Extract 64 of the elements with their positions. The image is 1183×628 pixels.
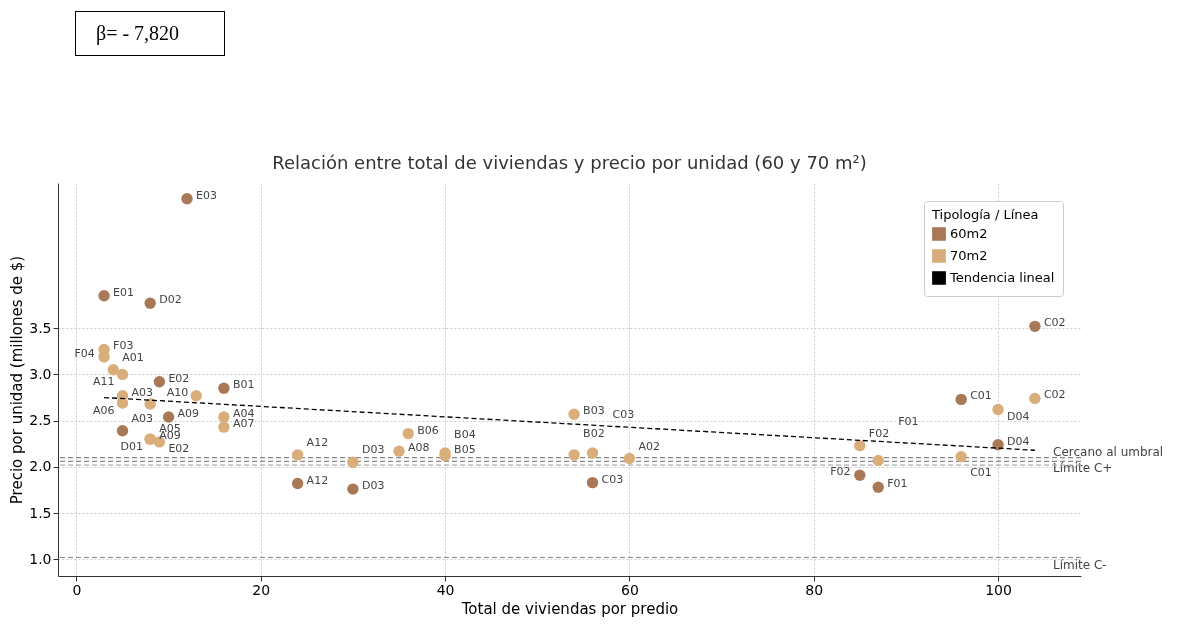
data-label: F04 xyxy=(74,346,95,360)
data-label: A03 xyxy=(131,385,154,399)
text: β= - 7,820 xyxy=(75,11,225,56)
ref-line-label: Cercano al umbral xyxy=(1053,444,1164,459)
data-label: A12 xyxy=(306,435,329,449)
data-label: A08 xyxy=(408,441,430,455)
legend-title: Tipología / Línea xyxy=(931,207,1039,222)
data-label: E02 xyxy=(168,441,190,455)
x-tick-label: 0 xyxy=(72,581,82,598)
y-tick-label: 3.0 xyxy=(29,365,52,382)
data-label: F01 xyxy=(887,477,908,491)
data-label: C02 xyxy=(1043,316,1066,330)
data-label: C03 xyxy=(601,472,624,486)
x-tick-label: 100 xyxy=(985,581,1012,598)
x-tick-label: 40 xyxy=(436,581,455,598)
data-label: F03 xyxy=(113,339,134,353)
y-axis-title: Precio por unidad (millones de $) xyxy=(8,255,27,505)
x-tick-label: 60 xyxy=(620,581,639,598)
data-label: B03 xyxy=(583,404,605,418)
data-label: B04 xyxy=(454,427,476,441)
data-label: E01 xyxy=(113,285,135,299)
data-label: D03 xyxy=(361,443,385,457)
data-label: D04 xyxy=(1007,434,1030,448)
data-label: B06 xyxy=(417,423,439,437)
data-label: A12 xyxy=(306,473,329,487)
ref-line-label: Límite C+ xyxy=(1053,461,1113,476)
data-label: C01 xyxy=(970,465,992,479)
data-label: D04 xyxy=(1007,409,1030,423)
data-label: C03 xyxy=(612,408,635,422)
x-tick-label: 80 xyxy=(805,581,824,598)
data-label: F02 xyxy=(830,465,851,479)
y-tick-label: 1.0 xyxy=(29,550,52,567)
data-label: F01 xyxy=(898,415,919,429)
data-label: B05 xyxy=(454,443,476,457)
data-label: A02 xyxy=(638,439,660,453)
ref-line-label: Límite C- xyxy=(1053,557,1107,572)
y-tick-label: 1.5 xyxy=(29,504,52,521)
legend-label: 70m2 xyxy=(950,248,988,263)
data-label: C02 xyxy=(1043,388,1066,402)
legend-label: 60m2 xyxy=(950,226,988,241)
y-tick-label: 2.5 xyxy=(29,412,52,429)
data-label: A04 xyxy=(232,406,255,420)
data-label: A09 xyxy=(177,406,200,420)
data-label: F02 xyxy=(868,426,890,440)
data-label: D03 xyxy=(361,479,385,493)
data-label: B01 xyxy=(232,378,255,392)
x-axis-title: Total de viviendas por predio xyxy=(460,599,679,618)
x-tick-label: 20 xyxy=(252,581,271,598)
data-label: D02 xyxy=(159,293,182,307)
y-tick-label: 3.5 xyxy=(29,319,52,336)
chart-title: Relación entre total de viviendas y precio por unidad (60 y 70 m²) xyxy=(272,152,867,173)
y-tick-label: 2.0 xyxy=(29,458,52,475)
data-label: A03 xyxy=(131,411,154,425)
data-label: B02 xyxy=(583,426,605,440)
data-label: D01 xyxy=(120,440,144,454)
data-label: A07 xyxy=(232,417,255,431)
data-label: E02 xyxy=(168,371,190,385)
data-label: A01 xyxy=(122,350,144,364)
legend-label: Tendencia lineal xyxy=(949,270,1055,285)
data-label: E03 xyxy=(196,188,217,202)
data-label: A11 xyxy=(92,375,115,389)
data-label: A10 xyxy=(166,385,189,399)
data-label: C01 xyxy=(970,389,992,403)
data-label: A06 xyxy=(92,404,115,418)
